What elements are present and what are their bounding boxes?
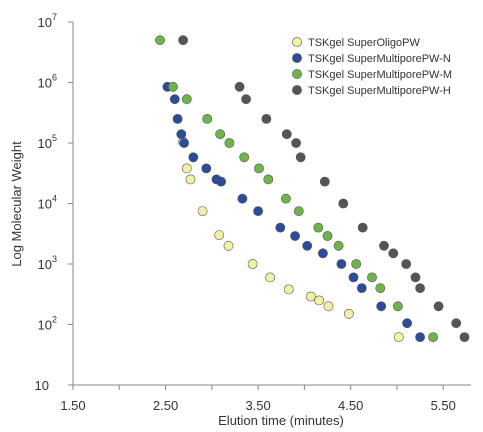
data-point xyxy=(179,138,189,148)
data-point xyxy=(178,35,188,46)
data-point xyxy=(305,291,316,302)
data-point xyxy=(459,332,470,342)
x-axis-title: Elution time (minutes) xyxy=(218,413,344,428)
data-point xyxy=(393,332,404,342)
legend-marker xyxy=(292,37,302,47)
data-point xyxy=(237,193,248,204)
data-point xyxy=(356,283,367,293)
data-point xyxy=(168,81,178,92)
data-point xyxy=(261,114,272,124)
data-point xyxy=(224,138,235,148)
data-point xyxy=(379,240,389,251)
series-2 xyxy=(162,81,425,342)
data-point xyxy=(317,248,328,259)
data-point xyxy=(263,174,274,185)
data-point xyxy=(169,94,180,105)
data-point xyxy=(181,163,192,174)
data-point xyxy=(241,94,251,105)
data-point xyxy=(392,301,403,312)
data-point xyxy=(343,308,354,319)
data-point xyxy=(176,129,187,140)
data-point xyxy=(234,81,245,92)
data-point xyxy=(451,318,462,329)
y-axis-title: Log Molecular Weight xyxy=(9,141,24,267)
legend-label: TSKgel SuperOligoPW xyxy=(308,37,420,49)
data-point xyxy=(302,240,313,251)
data-point xyxy=(215,129,226,140)
data-point xyxy=(280,193,291,204)
data-point xyxy=(295,152,306,163)
y-tick-label: 105 xyxy=(38,133,57,151)
data-point xyxy=(313,222,324,233)
x-tick-label: 4.50 xyxy=(338,398,363,413)
data-point xyxy=(253,206,263,216)
data-point xyxy=(202,114,213,124)
data-point xyxy=(155,35,165,46)
y-tick-label: 10 xyxy=(35,378,49,393)
data-point xyxy=(333,240,344,251)
data-point xyxy=(367,272,377,283)
data-point xyxy=(415,332,425,342)
data-point xyxy=(188,152,199,163)
data-point xyxy=(291,138,301,148)
data-point xyxy=(375,283,386,293)
data-point xyxy=(336,259,347,269)
data-point xyxy=(410,272,421,283)
data-point xyxy=(265,272,275,283)
legend: TSKgel SuperOligoPW TSKgel SuperMultipore… xyxy=(292,37,452,97)
series-4 xyxy=(178,35,470,342)
data-point xyxy=(239,152,250,163)
x-tick-label: 2.50 xyxy=(153,398,178,413)
data-point xyxy=(293,206,304,216)
data-point xyxy=(348,272,359,283)
legend-marker xyxy=(292,85,302,95)
data-point xyxy=(201,163,212,174)
data-point xyxy=(376,301,387,312)
series-3 xyxy=(155,35,438,342)
data-point xyxy=(247,259,258,269)
y-tick-label: 102 xyxy=(38,315,57,333)
y-tick-label: 107 xyxy=(38,12,57,30)
legend-label: TSKgel SuperMultiporePW-N xyxy=(308,53,451,65)
data-point xyxy=(323,301,334,312)
data-point xyxy=(402,318,412,329)
data-point xyxy=(322,231,333,241)
data-point xyxy=(357,222,368,233)
series-1 xyxy=(178,136,404,342)
data-point xyxy=(314,295,325,306)
data-point xyxy=(214,230,225,240)
data-point xyxy=(185,174,196,185)
x-tick-label: 5.50 xyxy=(431,398,456,413)
data-point xyxy=(433,301,444,312)
legend-marker xyxy=(292,53,302,63)
data-point xyxy=(254,163,264,174)
data-point xyxy=(388,248,399,259)
data-point xyxy=(181,94,192,105)
data-point xyxy=(319,176,330,187)
data-point xyxy=(283,284,294,295)
data-point xyxy=(216,176,226,187)
data-point xyxy=(172,114,183,124)
legend-label: TSKgel SuperMultiporePW-H xyxy=(308,85,451,97)
y-tick-label: 106 xyxy=(38,73,57,91)
data-point xyxy=(415,283,425,293)
y-tick-label: 104 xyxy=(38,194,57,212)
x-tick-label: 3.50 xyxy=(245,398,270,413)
data-point xyxy=(338,198,349,209)
legend-label: TSKgel SuperMultiporePW-M xyxy=(308,69,452,81)
data-point xyxy=(428,332,438,342)
data-point xyxy=(197,206,208,216)
y-tick-label: 103 xyxy=(38,254,57,272)
data-point xyxy=(351,259,362,269)
data-point xyxy=(401,259,412,269)
data-point xyxy=(275,222,286,233)
data-point xyxy=(281,129,292,140)
data-points xyxy=(155,35,470,342)
data-point xyxy=(290,231,300,241)
data-point xyxy=(223,240,234,251)
x-tick-label: 1.50 xyxy=(60,398,85,413)
legend-marker xyxy=(292,69,302,79)
